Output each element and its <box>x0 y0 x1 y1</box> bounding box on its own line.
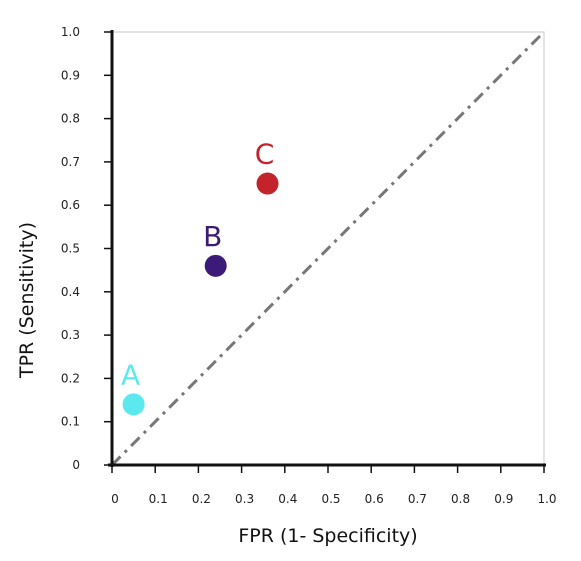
x-tick-label: 0.6 <box>365 492 384 506</box>
y-tick-label: 0.1 <box>61 415 80 429</box>
point-b <box>204 254 227 277</box>
x-tick-label: 0.8 <box>451 492 470 506</box>
reference-diagonal <box>110 30 546 467</box>
point-label-b: B <box>203 220 222 253</box>
y-tick-label: 0.3 <box>61 328 80 342</box>
y-tick-label: 1.0 <box>61 25 80 39</box>
y-axis-ticks: 0 0.1 0.2 0.3 0.4 0.5 0.6 0.7 0.8 0.9 1.0 <box>61 25 112 472</box>
x-tick-label: 0 <box>111 492 119 506</box>
x-tick-label: 1.0 <box>537 492 556 506</box>
x-tick-label: 0.5 <box>321 492 340 506</box>
x-axis-ticks: 0 0.1 0.2 0.3 0.4 0.5 0.6 0.7 0.8 0.9 1.0 <box>111 465 557 506</box>
x-tick-label: 0.2 <box>192 492 211 506</box>
y-tick-label: 0 <box>72 458 80 472</box>
point-c <box>256 172 279 195</box>
y-tick-label: 0.7 <box>61 155 80 169</box>
x-tick-label: 0.1 <box>149 492 168 506</box>
x-tick-label: 0.3 <box>235 492 254 506</box>
point-label-a: A <box>121 358 140 391</box>
point-a <box>122 393 145 416</box>
x-axis-label: FPR (1- Specificity) <box>238 525 417 547</box>
y-tick-label: 0.5 <box>61 242 80 256</box>
y-tick-label: 0.9 <box>61 68 80 82</box>
point-label-c: C <box>255 138 275 171</box>
x-tick-label: 0.9 <box>494 492 513 506</box>
y-tick-label: 0.8 <box>61 112 80 126</box>
y-axis-label: TPR (Sensitivity) <box>16 222 38 379</box>
y-tick-label: 0.6 <box>61 198 80 212</box>
data-points: A B C <box>121 138 279 416</box>
y-tick-label: 0.4 <box>61 285 80 299</box>
x-tick-label: 0.7 <box>408 492 427 506</box>
y-tick-label: 0.2 <box>61 371 80 385</box>
x-tick-label: 0.4 <box>278 492 297 506</box>
